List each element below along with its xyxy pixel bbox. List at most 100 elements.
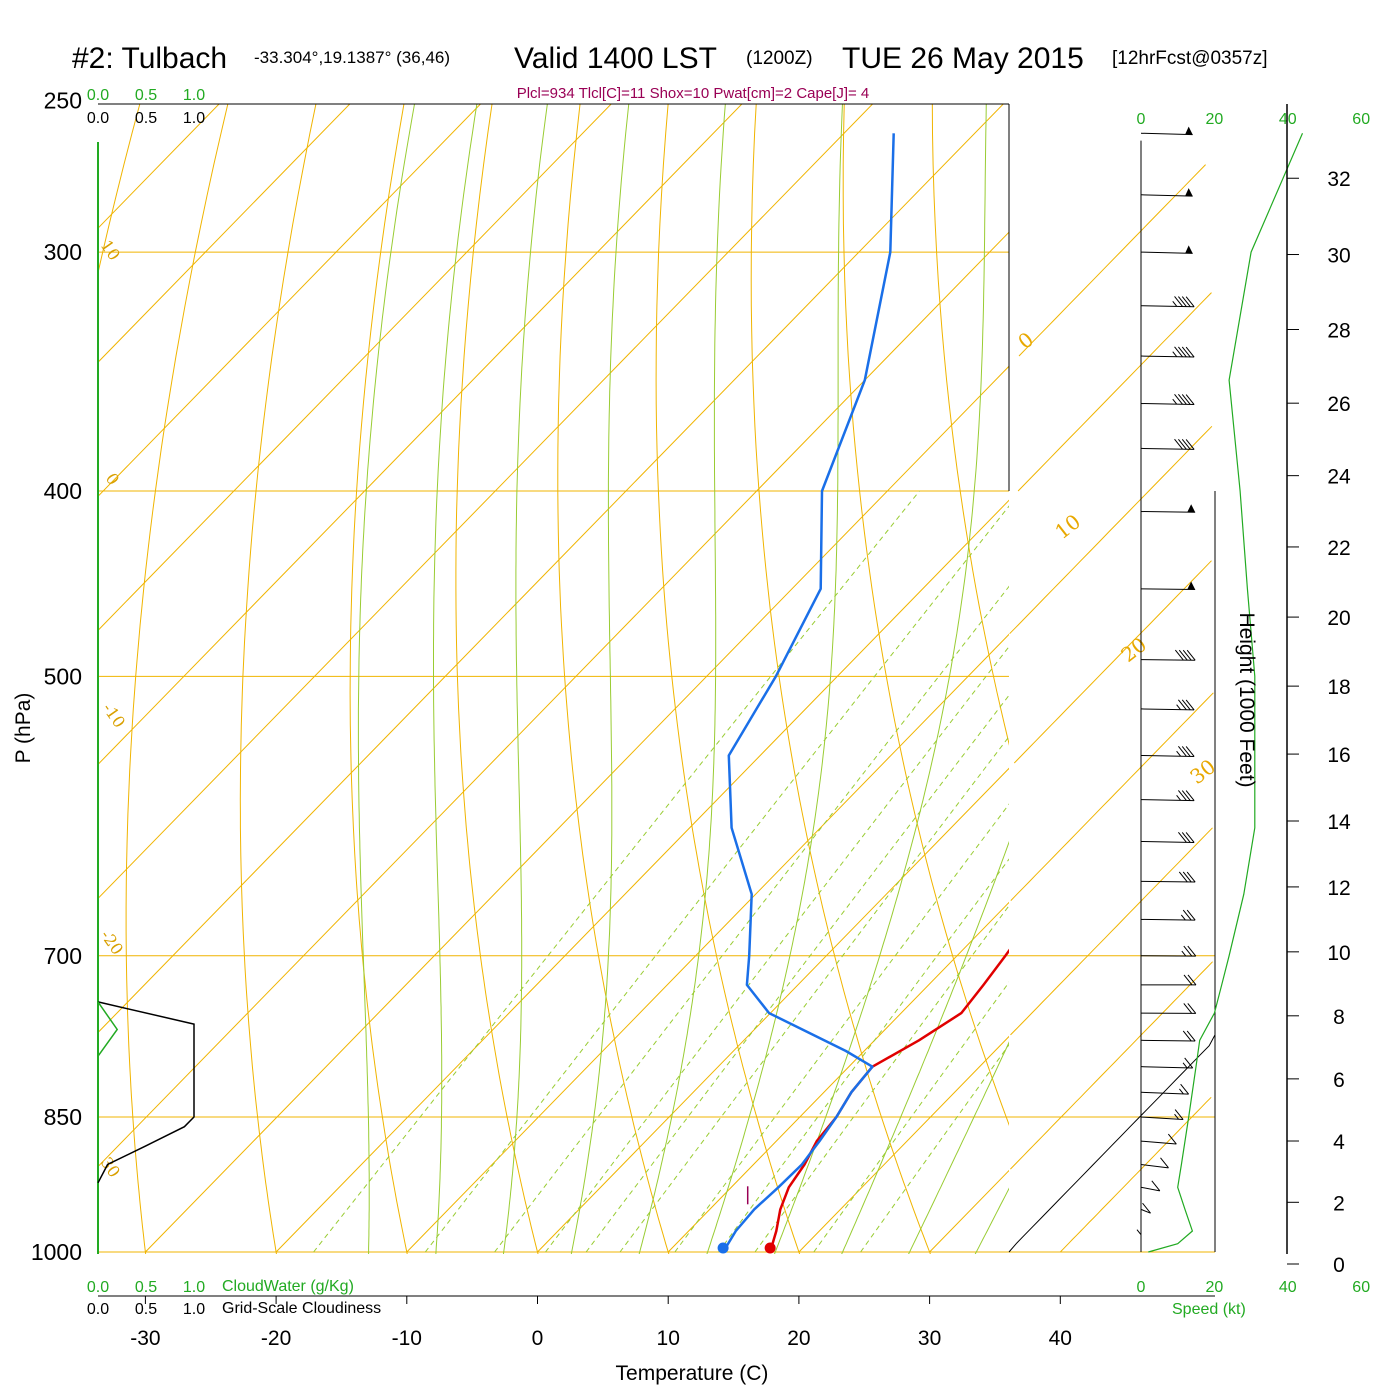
isotherm-line xyxy=(98,104,743,766)
y-axis-title: P (hPa) xyxy=(12,693,35,764)
barb-half xyxy=(1180,914,1186,921)
barb-staff xyxy=(1140,588,1196,591)
speed-unit-label: Speed (kt) xyxy=(1172,1301,1246,1318)
moist-adiabat xyxy=(502,104,548,1254)
barb-half xyxy=(1176,795,1181,801)
isotherm-line xyxy=(98,104,612,632)
height-tick-label: 32 xyxy=(1327,168,1350,191)
barb-full xyxy=(1184,1057,1194,1069)
barb-staff xyxy=(1140,1091,1189,1095)
dry-adiabat-label: -10 xyxy=(99,699,129,731)
pressure-tick-label: 400 xyxy=(44,478,82,504)
barb-full xyxy=(1182,649,1192,661)
isotherm-line xyxy=(667,901,1009,1253)
barb-staff xyxy=(1140,305,1195,308)
wind-barb xyxy=(1140,188,1193,197)
barb-full xyxy=(1178,296,1187,307)
mixing-ratio-line xyxy=(585,694,1009,1253)
barb-full xyxy=(1167,1133,1177,1145)
barb-full xyxy=(1185,394,1195,405)
temp-tick-label: 20 xyxy=(787,1327,810,1350)
barb-full xyxy=(1142,1202,1151,1214)
speed-bottom-tick: 60 xyxy=(1352,1279,1370,1296)
frame-skew-boundary xyxy=(1008,491,1216,1253)
isotherm-extension xyxy=(1017,292,1212,492)
barb-staff xyxy=(1140,659,1196,661)
dry-adiabat xyxy=(557,104,670,1254)
barb-staff xyxy=(1140,1208,1151,1214)
wind-barb xyxy=(1140,1030,1196,1042)
barb-half xyxy=(1174,1113,1179,1120)
temp-tick-label: 40 xyxy=(1049,1327,1072,1350)
moist-adiabat xyxy=(433,104,478,1254)
wind-barb xyxy=(1140,438,1195,450)
barb-staff xyxy=(1140,1140,1177,1145)
dry-adiabat xyxy=(125,104,229,1254)
isotherm-line xyxy=(98,104,351,363)
barb-full xyxy=(1174,438,1183,450)
mixing-ratio-label: 8 xyxy=(643,1265,664,1285)
isotherm-extension xyxy=(1010,961,1213,1170)
mixing-ratio-line xyxy=(545,645,1009,1253)
isotherm-extension xyxy=(1009,425,1213,635)
barb-staff xyxy=(1140,840,1195,843)
barb-half xyxy=(1136,1229,1142,1235)
barb-full xyxy=(1178,832,1187,843)
barb-half xyxy=(1172,398,1178,405)
cloudiness-bottom-tick: 1.0 xyxy=(183,1301,205,1318)
isotherm-extension xyxy=(1010,827,1213,1036)
wind-barb xyxy=(1140,1202,1151,1214)
height-tick-label: 8 xyxy=(1333,1006,1345,1029)
cloudwater-top-tick: 0.0 xyxy=(87,87,109,104)
moist-adiabat xyxy=(638,104,726,1254)
forecast-info: [12hrFcst@0357z] xyxy=(1112,48,1268,69)
wind-barb xyxy=(1140,790,1195,802)
barb-full xyxy=(1185,746,1195,757)
moist-adiabat xyxy=(570,104,630,1254)
height-tick-label: 16 xyxy=(1327,744,1350,767)
wind-barb xyxy=(1140,699,1195,711)
cloudiness-bottom-tick: 0.5 xyxy=(135,1301,157,1318)
moist-adiabat xyxy=(841,840,1009,1254)
speed-top-tick: 0 xyxy=(1137,111,1146,128)
wind-barb xyxy=(1140,832,1195,843)
isotherm-line xyxy=(275,499,1009,1253)
height-tick-label: 22 xyxy=(1327,537,1350,560)
moist-adiabat xyxy=(773,104,987,1254)
isotherm-extension xyxy=(1059,1096,1212,1253)
wind-barb xyxy=(1140,746,1195,757)
barb-pennant xyxy=(1185,126,1193,135)
wind-barb xyxy=(1140,393,1195,406)
barb-full xyxy=(1187,945,1197,957)
dry-adiabat xyxy=(455,104,539,1254)
wind-barb xyxy=(1140,504,1196,513)
isotherm-extension xyxy=(1013,560,1212,764)
barb-staff xyxy=(1140,799,1195,802)
wind-barb xyxy=(1140,1157,1169,1169)
barb-staff xyxy=(1140,251,1193,254)
wind-speed-curve xyxy=(1148,133,1304,1253)
isotherm-line xyxy=(406,633,1009,1253)
cloudwater-curve xyxy=(97,1001,119,1057)
utc-time: (1200Z) xyxy=(746,48,813,69)
barb-staff xyxy=(1140,1039,1196,1042)
barb-half xyxy=(1176,704,1181,710)
temp-tick-label: -10 xyxy=(392,1327,422,1350)
wind-barb xyxy=(1136,1229,1142,1235)
barb-staff xyxy=(1140,1186,1160,1192)
barb-full xyxy=(1185,296,1195,308)
mixing-ratio-line xyxy=(718,858,1009,1253)
right-axes: 0020204040606002468101214161820222426283… xyxy=(1137,104,1370,1296)
temp-tick-label: 30 xyxy=(918,1327,941,1350)
height-tick-label: 0 xyxy=(1333,1254,1345,1277)
barb-staff xyxy=(1140,918,1196,921)
barb-pennant xyxy=(1187,504,1196,513)
moist-adiabat xyxy=(706,104,843,1254)
cloudwater-top-tick: 0.5 xyxy=(135,87,157,104)
cloudiness-top-tick: 0.5 xyxy=(135,110,157,127)
barb-staff xyxy=(1140,403,1195,406)
barb-full xyxy=(1178,438,1187,450)
dry-adiabat xyxy=(750,104,931,1254)
barb-full xyxy=(1178,790,1187,801)
